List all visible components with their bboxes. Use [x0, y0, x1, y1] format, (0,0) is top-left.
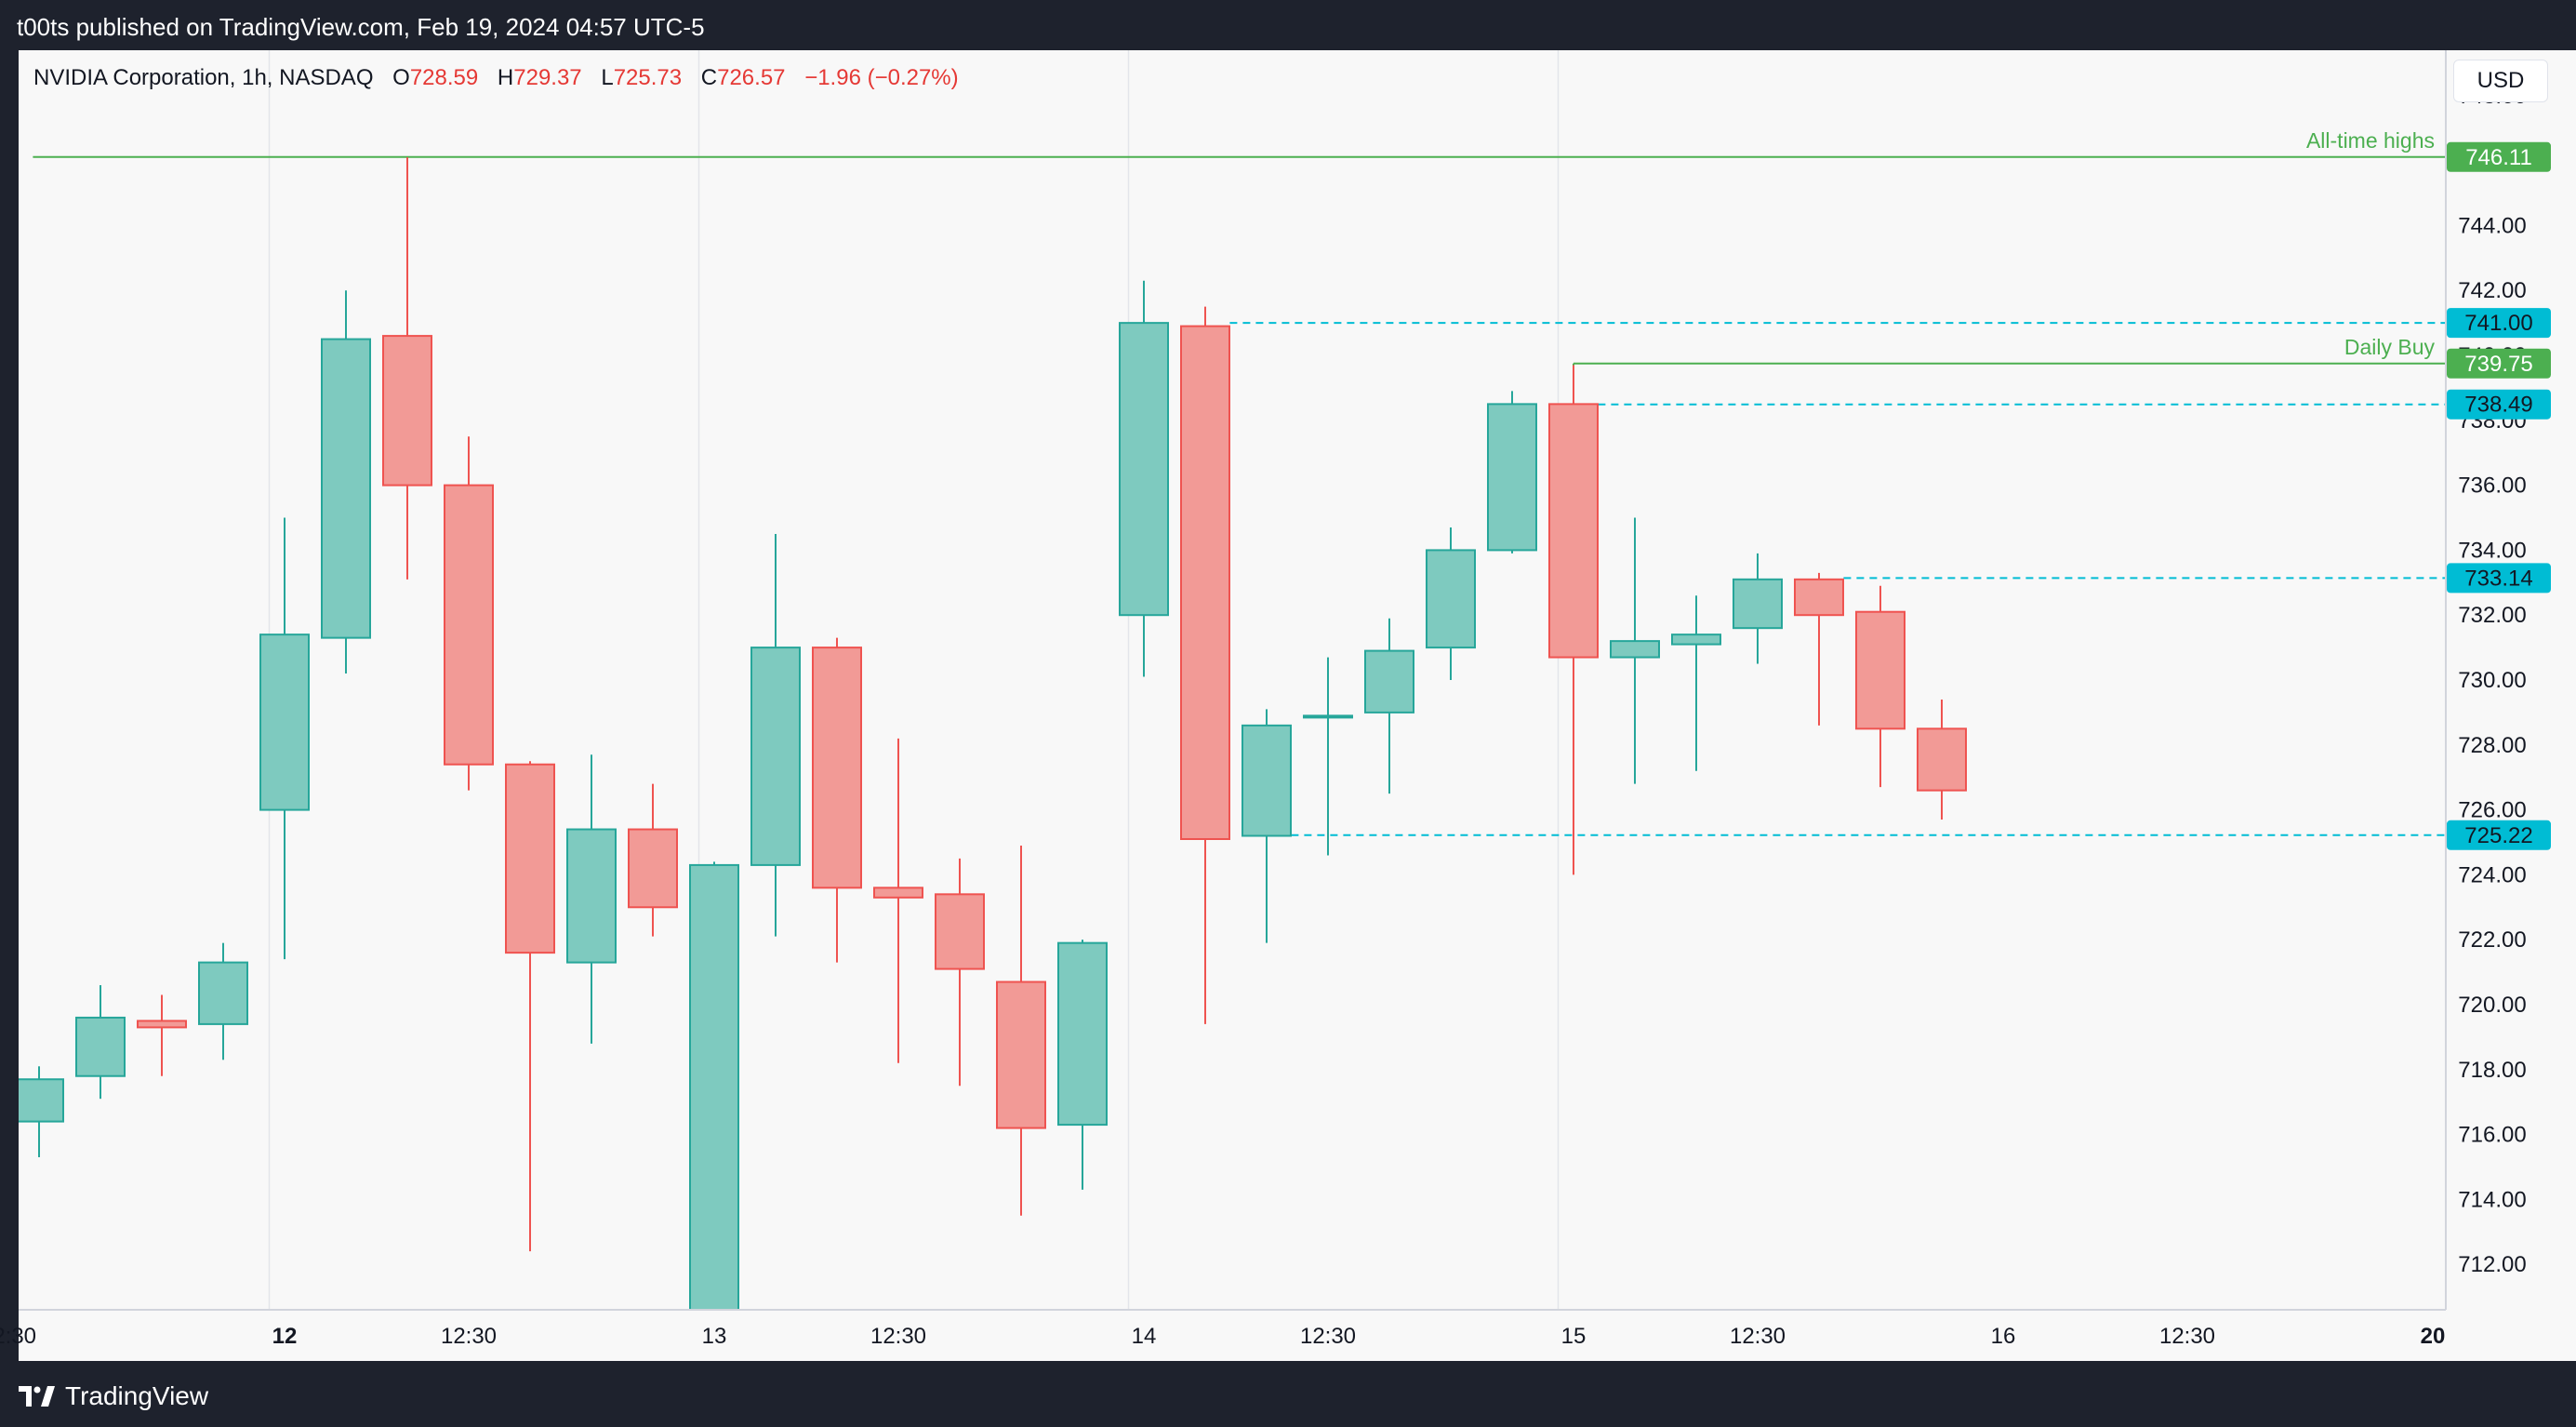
price-labels: 746.11 741.00 739.75 738.49 733.14 725.22	[2447, 141, 2551, 850]
day-separators	[268, 50, 1560, 1310]
price-tick-label: 716.00	[2458, 1123, 2526, 1148]
legend-close-label: C	[700, 65, 718, 90]
price-label-box	[2447, 348, 2551, 379]
price-tick-label: 722.00	[2458, 927, 2526, 953]
candle-body	[996, 980, 1046, 1129]
tradingview-brand[interactable]: TradingView	[19, 1381, 208, 1411]
time-tick-label: 12:30	[1300, 1324, 1356, 1349]
price-label-box	[2447, 820, 2551, 850]
price-label-box	[2447, 308, 2551, 339]
candle-body	[1671, 633, 1721, 646]
level-annotation: All-time highs	[2306, 128, 2435, 153]
price-label-text: 746.11	[2465, 145, 2532, 170]
candle-body	[1487, 403, 1537, 552]
candle-body	[321, 338, 371, 639]
candle-body	[1242, 724, 1292, 837]
candle-body	[1548, 403, 1599, 659]
legend-low: 725.73	[613, 65, 683, 90]
publish-info-text: t00ts published on TradingView.com, Feb …	[17, 13, 705, 41]
price-tick-label: 720.00	[2458, 993, 2526, 1018]
ohlc-legend: NVIDIA Corporation, 1h, NASDAQ O728.59 H…	[33, 65, 959, 91]
candle-body	[444, 484, 494, 766]
time-tick-label: 16	[1991, 1324, 2016, 1349]
publish-header: t00ts published on TradingView.com, Feb …	[0, 0, 2576, 50]
candle-body	[1855, 610, 1905, 730]
legend-open-label: O	[392, 65, 410, 90]
candle-body	[1426, 549, 1476, 649]
candle-body	[935, 893, 985, 970]
candle-body	[382, 335, 432, 487]
price-tick-label: 714.00	[2458, 1187, 2526, 1212]
price-tick-label: 718.00	[2458, 1058, 2526, 1083]
candle-body	[1303, 714, 1353, 719]
candle-body	[628, 828, 678, 909]
time-tick-label: 20	[2421, 1324, 2446, 1349]
time-tick-label: 13	[702, 1324, 727, 1349]
price-label-text: 741.00	[2464, 311, 2532, 336]
legend-close: 726.57	[717, 65, 786, 90]
price-tick-label: 724.00	[2458, 862, 2526, 887]
price-label-box	[2447, 141, 2551, 172]
candle-body	[873, 887, 923, 899]
time-tick-label: 12	[272, 1324, 298, 1349]
brand-name: TradingView	[65, 1381, 209, 1410]
candle-body	[689, 863, 739, 1310]
candlestick-chart[interactable]: All-time highs Daily Buy 712.00 714.00 716.…	[0, 0, 2576, 1361]
candle-body	[1610, 640, 1660, 659]
price-tick-label: 732.00	[2458, 603, 2526, 628]
time-tick-label: 15	[1561, 1324, 1587, 1349]
time-tick-label: 12:30	[0, 1324, 36, 1349]
price-tick-label: 712.00	[2458, 1252, 2526, 1277]
candle-body	[198, 961, 248, 1025]
time-tick-label: 12:30	[870, 1324, 926, 1349]
price-label-text: 738.49	[2464, 393, 2532, 418]
candle-body	[1364, 649, 1414, 714]
price-label-box	[2447, 563, 2551, 593]
candle-body	[1733, 578, 1783, 630]
candles	[19, 157, 1967, 1310]
candle-body	[137, 1020, 187, 1029]
price-tick-label: 726.00	[2458, 798, 2526, 823]
price-label-text: 733.14	[2464, 566, 2532, 591]
price-tick-label: 744.00	[2458, 213, 2526, 238]
legend-open: 728.59	[409, 65, 479, 90]
candle-body	[812, 647, 862, 889]
candle-body	[1917, 727, 1967, 792]
footer-bar: TradingView	[0, 1361, 2576, 1427]
price-tick-label: 736.00	[2458, 473, 2526, 499]
candle-body	[505, 763, 555, 954]
candle-body	[259, 633, 310, 811]
time-tick-label: 12:30	[1730, 1324, 1786, 1349]
price-tick-label: 742.00	[2458, 278, 2526, 303]
currency-button[interactable]: USD	[2453, 60, 2548, 102]
time-tick-label: 12:30	[2159, 1324, 2215, 1349]
legend-high-label: H	[497, 65, 514, 90]
candle-body	[19, 1078, 64, 1123]
horizontal-levels: All-time highs Daily Buy	[33, 128, 2446, 836]
candle-body	[750, 647, 801, 866]
price-tick-label: 730.00	[2458, 668, 2526, 693]
candle-body	[1794, 578, 1844, 617]
legend-low-label: L	[601, 65, 614, 90]
candle-body	[1057, 941, 1108, 1127]
candle-body	[75, 1016, 126, 1077]
legend-change: −1.96 (−0.27%)	[804, 65, 959, 90]
axes: 712.00 714.00 716.00 718.00 720.00 722.00 724.…	[0, 50, 2527, 1349]
price-label-box	[2447, 389, 2551, 420]
tradingview-logo-icon	[19, 1386, 55, 1407]
time-tick-label: 14	[1132, 1324, 1157, 1349]
legend-high: 729.37	[513, 65, 582, 90]
legend-symbol: NVIDIA Corporation, 1h, NASDAQ	[33, 65, 374, 90]
price-tick-label: 728.00	[2458, 733, 2526, 758]
price-label-text: 739.75	[2464, 352, 2532, 377]
level-annotation: Daily Buy	[2344, 335, 2436, 359]
time-tick-label: 12:30	[441, 1324, 497, 1349]
price-label-text: 725.22	[2464, 823, 2532, 848]
price-tick-label: 734.00	[2458, 538, 2526, 563]
candle-body	[1119, 322, 1169, 617]
candle-body	[1180, 325, 1230, 840]
candle-body	[566, 828, 617, 964]
